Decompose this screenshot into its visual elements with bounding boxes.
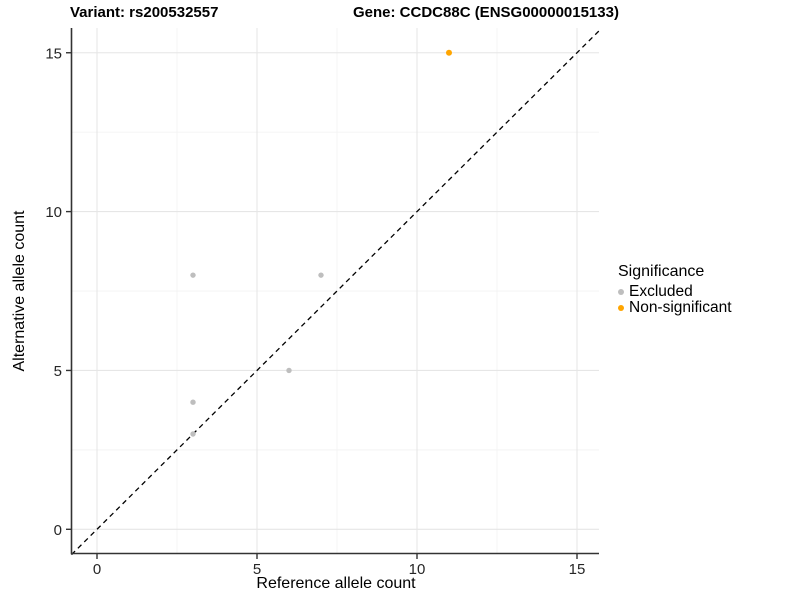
y-tick-label: 0 [54, 522, 62, 539]
legend: Significance Excluded Non-significant [618, 263, 732, 316]
y-tick-label: 10 [45, 204, 62, 221]
x-tick-label: 5 [253, 561, 261, 578]
non-significant-dot-icon [618, 305, 624, 311]
legend-item-label: Excluded [629, 283, 693, 300]
legend-item-excluded: Excluded [618, 283, 732, 300]
y-axis-title: Alternative allele count [11, 210, 28, 372]
y-tick-label: 15 [45, 45, 62, 62]
plot-title-variant: Variant: rs200532557 [70, 4, 219, 21]
legend-item-non-significant: Non-significant [618, 299, 732, 316]
axis-lines [70, 28, 599, 555]
data-point-non-significant [446, 49, 452, 56]
data-point-excluded [190, 272, 196, 278]
identity-dashed-line [71, 30, 600, 556]
x-axis-title: Reference allele count [256, 575, 416, 592]
data-point-excluded [190, 431, 196, 437]
data-point-excluded [318, 272, 324, 278]
excluded-dot-icon [618, 289, 624, 295]
legend-title: Significance [618, 263, 705, 280]
x-tick-label: 15 [569, 561, 586, 578]
y-tick-label: 5 [54, 363, 62, 380]
legend-item-label: Non-significant [629, 299, 732, 316]
data-point-excluded [190, 399, 196, 405]
plot-title-gene: Gene: CCDC88C (ENSG00000015133) [353, 4, 619, 21]
data-point-excluded [286, 367, 292, 374]
x-tick-label: 10 [409, 561, 426, 578]
x-tick-label: 0 [93, 561, 101, 578]
